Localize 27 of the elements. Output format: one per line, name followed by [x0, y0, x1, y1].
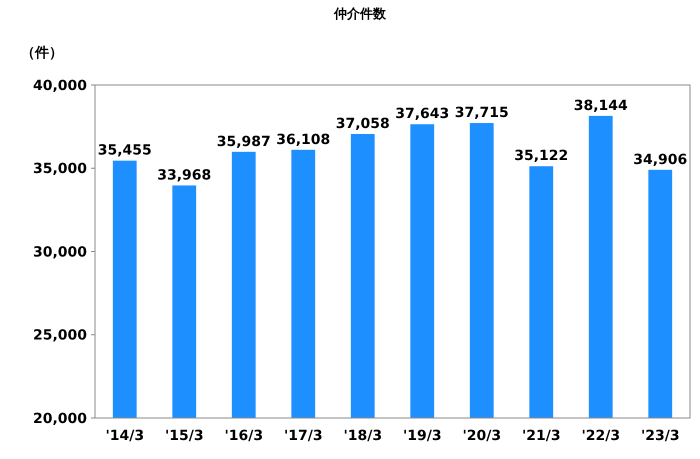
y-tick-label: 30,000 [32, 244, 88, 260]
data-label: 37,058 [336, 116, 390, 132]
y-tick-label: 25,000 [32, 328, 88, 344]
x-tick-label: '22/3 [581, 428, 620, 444]
y-tick-label: 20,000 [32, 410, 88, 427]
data-label: 37,643 [395, 106, 450, 122]
data-label: 34,906 [633, 152, 688, 168]
y-axis-title: （件） [21, 45, 63, 61]
y-tick-label: 35,000 [32, 161, 88, 178]
x-tick-label: '15/3 [164, 428, 204, 444]
data-label: 33,968 [157, 167, 212, 184]
data-label: 37,715 [454, 105, 509, 122]
data-label: 38,144 [574, 98, 628, 114]
data-label: 36,108 [276, 132, 330, 148]
x-tick-label: '20/3 [462, 428, 502, 444]
x-tick-label: '23/3 [640, 428, 680, 444]
x-tick-label: '18/3 [343, 428, 382, 444]
x-tick-label: '21/3 [522, 428, 561, 444]
data-label: 35,987 [216, 134, 271, 150]
x-tick-label: '16/3 [224, 428, 264, 444]
chart-title: 仲介件数 [333, 7, 387, 22]
y-tick-label: 40,000 [32, 78, 88, 94]
data-label: 35,122 [514, 148, 568, 164]
x-tick-label: '14/3 [105, 428, 144, 444]
data-label: 35,455 [98, 142, 152, 159]
x-tick-label: '17/3 [284, 428, 323, 444]
x-tick-label: '19/3 [402, 428, 442, 444]
